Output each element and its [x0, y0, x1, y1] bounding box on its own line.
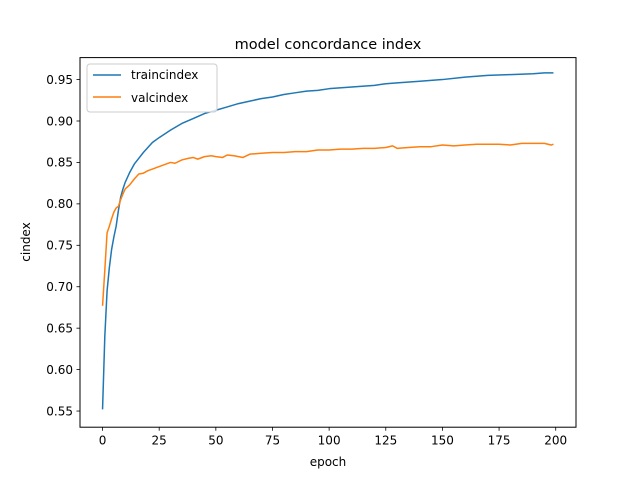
x-axis-ticks: 0 25 50 75 100 125 150 175 200 — [99, 427, 567, 448]
x-tick-label: 150 — [431, 434, 454, 448]
legend: traincindex valcindex — [86, 63, 218, 113]
plot-frame — [79, 57, 577, 428]
legend-box — [86, 63, 218, 113]
y-tick-label: 0.80 — [46, 197, 73, 211]
series-lines — [101, 72, 554, 410]
y-tick-label: 0.55 — [46, 404, 73, 418]
series-line-traincindex — [101, 72, 554, 410]
x-tick-label: 50 — [208, 434, 223, 448]
x-tick-label: 0 — [99, 434, 107, 448]
legend-label-valcindex: valcindex — [131, 91, 188, 105]
series-line-valcindex — [101, 142, 554, 306]
y-tick-label: 0.70 — [46, 280, 73, 294]
y-tick-label: 0.95 — [46, 73, 73, 87]
x-tick-label: 175 — [488, 434, 511, 448]
x-axis-label: epoch — [310, 455, 347, 469]
legend-label-traincindex: traincindex — [131, 68, 198, 82]
x-tick-label: 25 — [152, 434, 167, 448]
x-tick-label: 200 — [544, 434, 567, 448]
y-tick-label: 0.90 — [46, 114, 73, 128]
chart-title: model concordance index — [235, 37, 422, 53]
y-tick-label: 0.85 — [46, 156, 73, 170]
x-tick-label: 125 — [374, 434, 397, 448]
y-axis-ticks: 0.55 0.60 0.65 0.70 0.75 0.80 0.85 0.90 0.95 — [46, 73, 80, 418]
y-tick-label: 0.75 — [46, 239, 73, 253]
x-tick-label: 100 — [318, 434, 341, 448]
x-tick-label: 75 — [265, 434, 280, 448]
y-axis-label: cindex — [19, 222, 33, 261]
y-tick-label: 0.65 — [46, 321, 73, 335]
y-tick-label: 0.60 — [46, 363, 73, 377]
